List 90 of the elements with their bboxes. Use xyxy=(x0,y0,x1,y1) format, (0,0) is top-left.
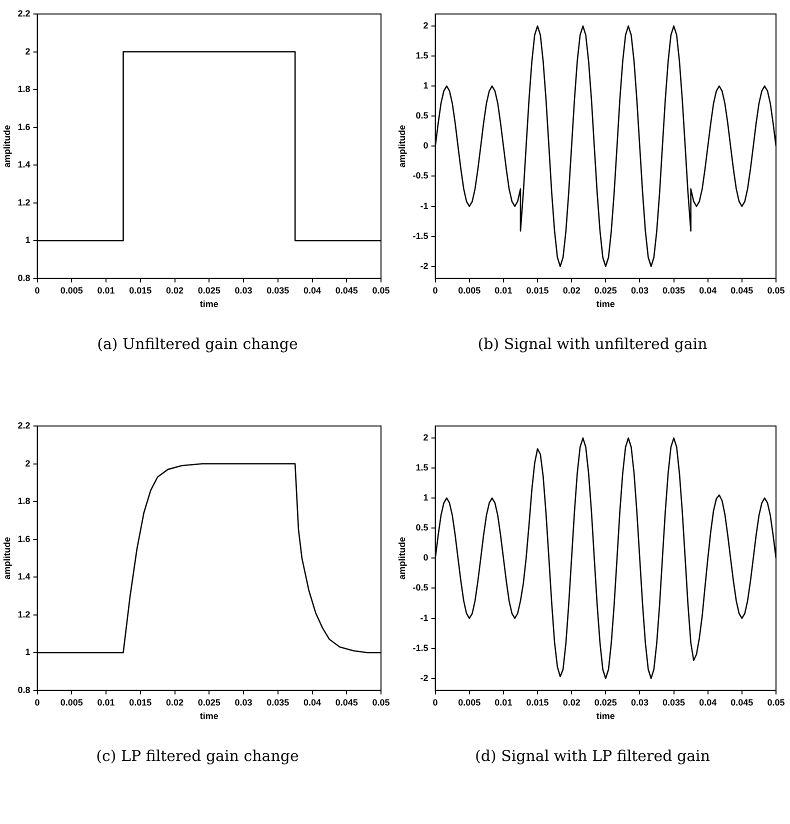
y-tick-label: 0 xyxy=(423,140,428,151)
x-tick-label: 0.025 xyxy=(198,697,220,708)
x-tick-label: 0.03 xyxy=(630,697,648,708)
x-tick-label: 0.035 xyxy=(266,285,290,296)
x-tick-label: 0.03 xyxy=(234,697,252,708)
y-tick-label: -2 xyxy=(420,260,428,271)
x-tick-label: 0 xyxy=(34,285,40,296)
y-tick-label: 2 xyxy=(423,20,428,31)
x-tick-label: 0 xyxy=(432,697,438,708)
y-tick-label: 1.8 xyxy=(18,496,30,506)
y-tick-label: 1.5 xyxy=(416,50,428,61)
y-tick-label: -1 xyxy=(420,200,428,211)
y-tick-label: 2 xyxy=(25,458,30,468)
y-tick-label: 2 xyxy=(423,432,428,443)
x-tick-label: 0.045 xyxy=(335,285,358,296)
x-tick-label: 0.015 xyxy=(129,697,152,708)
x-tick-label: 0.005 xyxy=(60,285,83,296)
x-tick-label: 0 xyxy=(432,285,438,296)
x-tick-label: 0.025 xyxy=(594,285,617,296)
x-tick-label: 0.025 xyxy=(594,697,617,708)
x-tick-label: 0.02 xyxy=(166,697,184,708)
x-tick-label: 0.01 xyxy=(97,697,115,708)
x-axis-title: time xyxy=(200,711,218,722)
x-tick-label: 0.005 xyxy=(458,285,481,296)
y-tick-label: 1.2 xyxy=(18,197,30,208)
x-tick-label: 0 xyxy=(34,697,40,708)
y-tick-label: 1.2 xyxy=(18,609,30,620)
y-axis-title: amplitude xyxy=(396,124,407,168)
x-tick-label: 0.05 xyxy=(767,285,785,296)
x-tick-label: 0.05 xyxy=(372,285,390,296)
y-tick-label: 1.5 xyxy=(416,462,428,473)
x-tick-label: 0.04 xyxy=(699,285,717,296)
y-tick-label: 1 xyxy=(25,647,30,658)
y-tick-label: 1.4 xyxy=(18,160,30,170)
y-axis-title: amplitude xyxy=(2,536,12,580)
y-tick-label: -2 xyxy=(420,672,428,683)
y-tick-label: 1.6 xyxy=(18,534,30,544)
y-tick-label: 0.8 xyxy=(18,684,30,695)
x-tick-label: 0.045 xyxy=(335,697,358,708)
x-tick-label: 0.01 xyxy=(97,285,115,296)
x-tick-label: 0.04 xyxy=(303,697,322,708)
x-tick-label: 0.04 xyxy=(699,697,717,708)
y-tick-label: -0.5 xyxy=(412,170,428,181)
x-tick-label: 0.035 xyxy=(662,285,686,296)
x-tick-label: 0.035 xyxy=(266,697,290,708)
y-axis-title: amplitude xyxy=(2,124,12,168)
y-tick-label: 1 xyxy=(423,492,428,503)
y-axis-title: amplitude xyxy=(396,536,407,580)
y-tick-label: 1 xyxy=(423,80,428,91)
y-tick-label: 0.5 xyxy=(416,522,428,533)
y-tick-label: 1.6 xyxy=(18,122,30,132)
y-tick-label: 2.2 xyxy=(18,420,30,430)
x-tick-label: 0.03 xyxy=(630,285,648,296)
x-tick-label: 0.05 xyxy=(372,697,390,708)
x-tick-label: 0.03 xyxy=(234,285,252,296)
text: (c) LP filtered gain change xyxy=(95,747,300,765)
x-tick-label: 0.045 xyxy=(730,697,754,708)
y-tick-label: 0.5 xyxy=(416,110,428,121)
x-tick-label: 0.02 xyxy=(166,285,184,296)
x-tick-label: 0.005 xyxy=(458,697,481,708)
x-tick-label: 0.02 xyxy=(562,697,580,708)
x-tick-label: 0.015 xyxy=(526,697,549,708)
x-tick-label: 0.01 xyxy=(494,285,512,296)
y-tick-label: -1.5 xyxy=(412,642,428,653)
x-tick-label: 0.005 xyxy=(60,697,83,708)
x-tick-label: 0.02 xyxy=(562,285,580,296)
y-tick-label: 1.8 xyxy=(18,84,30,94)
y-tick-label: 1 xyxy=(25,235,30,246)
x-tick-label: 0.01 xyxy=(494,697,512,708)
y-tick-label: 0.8 xyxy=(18,272,30,283)
x-tick-label: 0.025 xyxy=(198,285,220,296)
x-axis-title: time xyxy=(200,299,218,310)
y-tick-label: -1 xyxy=(420,612,428,623)
x-tick-label: 0.045 xyxy=(730,285,754,296)
text: (d) Signal with LP filtered gain xyxy=(474,747,711,765)
y-tick-label: 0 xyxy=(423,552,428,563)
x-tick-label: 0.015 xyxy=(526,285,549,296)
text: (a) Unfiltered gain change xyxy=(96,335,299,353)
x-axis-title: time xyxy=(596,299,615,310)
x-tick-label: 0.04 xyxy=(303,285,322,296)
x-axis-title: time xyxy=(596,711,615,722)
x-tick-label: 0.035 xyxy=(662,697,686,708)
text: (b) Signal with unfiltered gain xyxy=(476,335,708,353)
y-tick-label: -1.5 xyxy=(412,230,428,241)
y-tick-label: -0.5 xyxy=(412,582,428,593)
y-tick-label: 2 xyxy=(25,46,30,56)
y-tick-label: 2.2 xyxy=(18,8,30,18)
y-tick-label: 1.4 xyxy=(18,572,30,582)
x-tick-label: 0.05 xyxy=(767,697,785,708)
x-tick-label: 0.015 xyxy=(129,285,152,296)
